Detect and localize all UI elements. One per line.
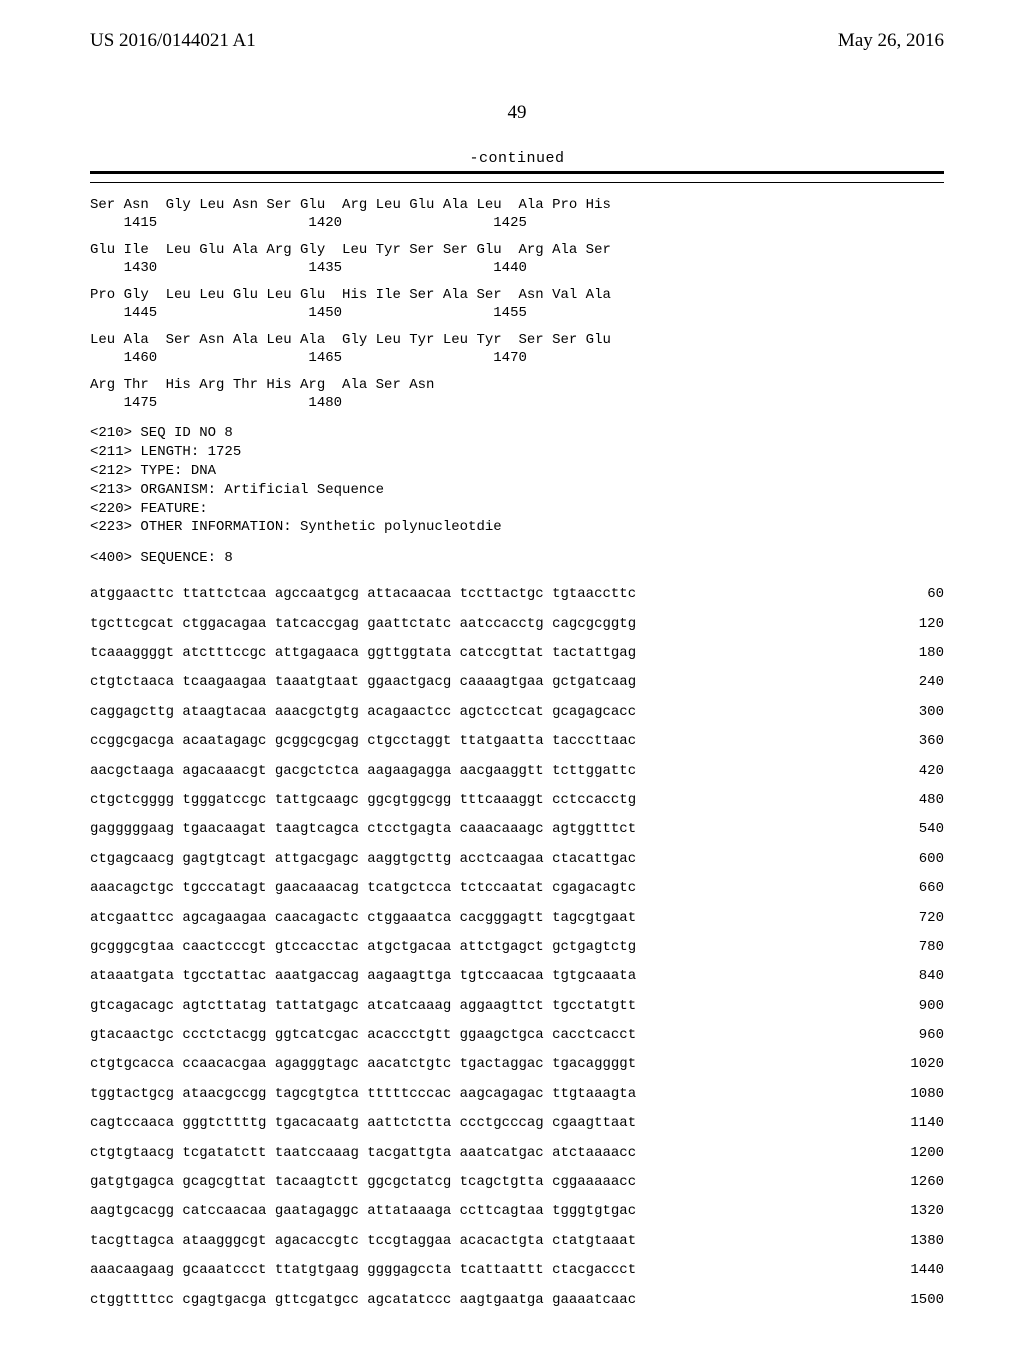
protein-row: Arg Thr His Arg Thr His Arg Ala Ser Asn … [90,377,944,412]
dna-row: ctgtgtaacg tcgatatctt taatccaaag tacgatt… [90,1139,944,1168]
protein-row: Ser Asn Gly Leu Asn Ser Glu Arg Leu Glu … [90,197,944,232]
rule-top-thin [90,182,944,183]
dna-row: gatgtgagca gcagcgttat tacaagtctt ggcgcta… [90,1168,944,1197]
page-number: 49 [90,102,944,124]
dna-row: ctggttttcc cgagtgacga gttcgatgcc agcatat… [90,1286,944,1315]
publication-date: May 26, 2016 [838,30,944,52]
dna-row: ccggcgacga acaatagagc gcggcgcgag ctgccta… [90,727,944,756]
dna-row: ctgtgcacca ccaacacgaa agagggtagc aacatct… [90,1050,944,1079]
header-row: US 2016/0144021 A1 May 26, 2016 [90,30,944,52]
dna-row: atggaacttc ttattctcaa agccaatgcg attacaa… [90,580,944,609]
protein-row: Leu Ala Ser Asn Ala Leu Ala Gly Leu Tyr … [90,332,944,367]
dna-row: gtacaactgc ccctctacgg ggtcatcgac acaccct… [90,1021,944,1050]
dna-row: gagggggaag tgaacaagat taagtcagca ctcctga… [90,815,944,844]
protein-row: Pro Gly Leu Leu Glu Leu Glu His Ile Ser … [90,287,944,322]
dna-row: tacgttagca ataagggcgt agacaccgtc tccgtag… [90,1227,944,1256]
rule-top-thick [90,171,944,174]
protein-row: Glu Ile Leu Glu Ala Arg Gly Leu Tyr Ser … [90,242,944,277]
sequence-tag: <400> SEQUENCE: 8 [90,549,944,568]
dna-row: caggagcttg ataagtacaa aaacgctgtg acagaac… [90,698,944,727]
dna-row: ctgagcaacg gagtgtcagt attgacgagc aaggtgc… [90,845,944,874]
dna-row: ataaatgata tgcctattac aaatgaccag aagaagt… [90,962,944,991]
page: US 2016/0144021 A1 May 26, 2016 49 -cont… [0,0,1024,1355]
dna-row: aagtgcacgg catccaacaa gaatagaggc attataa… [90,1197,944,1226]
dna-row: tcaaaggggt atctttccgc attgagaaca ggttggt… [90,639,944,668]
dna-row: gcgggcgtaa caactcccgt gtccacctac atgctga… [90,933,944,962]
dna-row: aaacaagaag gcaaatccct ttatgtgaag ggggagc… [90,1256,944,1285]
dna-row: atcgaattcc agcagaagaa caacagactc ctggaaa… [90,904,944,933]
dna-row: ctgtctaaca tcaagaagaa taaatgtaat ggaactg… [90,668,944,697]
dna-row: aaacagctgc tgcccatagt gaacaaacag tcatgct… [90,874,944,903]
dna-row: tggtactgcg ataacgccgg tagcgtgtca tttttcc… [90,1080,944,1109]
dna-row: tgcttcgcat ctggacagaa tatcaccgag gaattct… [90,610,944,639]
dna-row: gtcagacagc agtcttatag tattatgagc atcatca… [90,992,944,1021]
dna-row: cagtccaaca gggtcttttg tgacacaatg aattctc… [90,1109,944,1138]
publication-number: US 2016/0144021 A1 [90,30,256,52]
dna-row: aacgctaaga agacaaacgt gacgctctca aagaaga… [90,757,944,786]
seq-metadata: <210> SEQ ID NO 8 <211> LENGTH: 1725 <21… [90,424,944,537]
continued-label: -continued [90,150,944,167]
dna-row: ctgctcgggg tgggatccgc tattgcaagc ggcgtgg… [90,786,944,815]
